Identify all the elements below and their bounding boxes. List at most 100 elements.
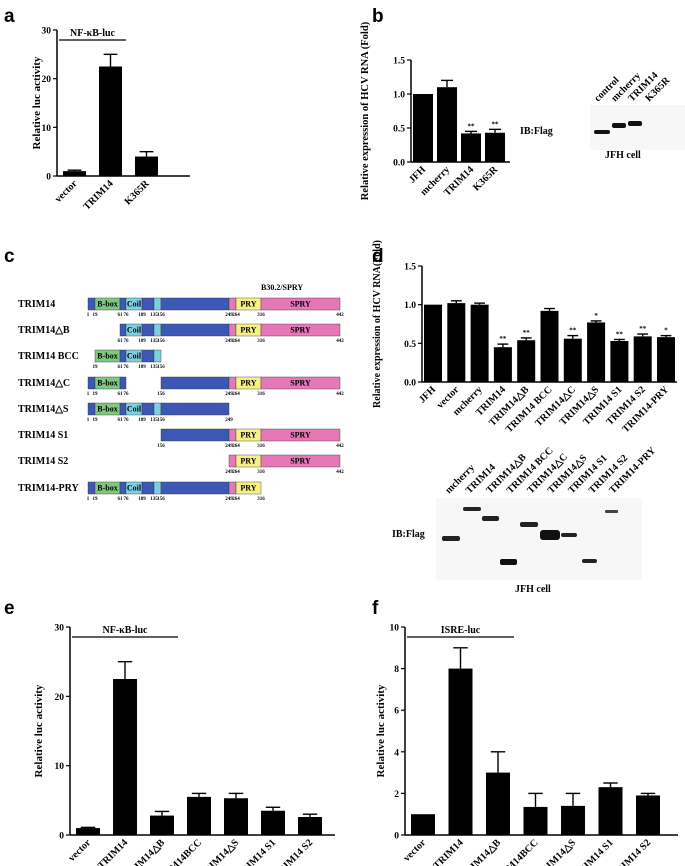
- category-label: vector: [66, 837, 93, 864]
- residue-position: 1: [87, 313, 90, 318]
- domain-l-segment: [119, 297, 127, 311]
- bar-1: [113, 679, 137, 835]
- residue-position: 76: [124, 392, 130, 397]
- domain-map-header: B30.2/SPRY: [261, 283, 303, 292]
- bracket-label: ISRE-luc: [441, 625, 481, 636]
- residue-position: 442: [336, 313, 344, 318]
- blot-d-band-dC: [520, 522, 538, 527]
- y-tick-label: 1.0: [404, 301, 416, 311]
- domain-pry-label: PRY: [240, 326, 256, 335]
- significance-mark: **: [499, 335, 507, 343]
- domain-pk-segment: [228, 297, 237, 311]
- y-tick-label: 0.0: [393, 159, 405, 169]
- blot-d-band-trim14: [463, 507, 481, 511]
- category-label: TRIM14 S1: [235, 837, 278, 866]
- residue-position: 109: [138, 497, 146, 502]
- category-label: TRIM14: [96, 837, 130, 866]
- bar-6: [298, 816, 322, 835]
- y-tick-label: 30: [42, 27, 52, 37]
- domain-bbox-label: B-box: [97, 300, 117, 309]
- domain-pk-segment: [228, 481, 237, 495]
- blot-b-band-k365r: [628, 121, 642, 126]
- domain-coil-label: Coil: [127, 326, 142, 335]
- bar-8: [610, 341, 629, 382]
- construct-name: TRIM14-PRY: [18, 483, 80, 494]
- y-axis-label: Relative luc activity: [375, 684, 387, 777]
- bar-0: [76, 828, 100, 835]
- y-tick-label: 4: [394, 748, 399, 758]
- y-tick-label: 1.5: [404, 263, 416, 273]
- domain-l-segment: [119, 349, 127, 363]
- y-tick-label: 20: [42, 75, 52, 85]
- blot-d-band-pry: [605, 510, 618, 513]
- bar-10: [657, 337, 675, 382]
- domain-spry-label: SPRY: [290, 457, 311, 466]
- domain-l-segment: [141, 481, 155, 495]
- residue-position: 61: [118, 313, 124, 318]
- residue-position: 156: [157, 497, 165, 502]
- domain-pry-label: PRY: [240, 379, 256, 388]
- domain-bbox-label: B-box: [97, 405, 117, 414]
- bar-4: [561, 805, 585, 835]
- y-tick-label: 0: [46, 173, 51, 183]
- y-tick-label: 1.5: [393, 57, 405, 67]
- domain-bbox-label: B-box: [97, 484, 117, 493]
- residue-position: 264: [232, 339, 240, 344]
- domain-l-segment: [160, 481, 230, 495]
- domain-pk-segment: [228, 376, 237, 390]
- y-tick-label: 10: [42, 124, 52, 134]
- domain-l-segment: [119, 402, 127, 416]
- bar-3: [493, 347, 512, 382]
- residue-position: 19: [93, 497, 99, 502]
- domain-spry-segment: [260, 454, 341, 468]
- residue-position: 61: [118, 418, 124, 423]
- significance-mark: *: [594, 312, 598, 320]
- bar-5: [261, 810, 285, 835]
- domain-l-segment: [87, 481, 96, 495]
- residue-position: 316: [257, 392, 265, 397]
- residue-position: 61: [118, 339, 124, 344]
- residue-position: 442: [336, 392, 344, 397]
- bar-2: [135, 156, 158, 176]
- domain-l-segment: [141, 349, 155, 363]
- domain-pry-segment: [235, 481, 262, 495]
- domain-bbox-label: B-box: [97, 352, 117, 361]
- y-tick-label: 1.0: [393, 91, 405, 101]
- domain-coil-label: Coil: [127, 484, 142, 493]
- residue-position: 264: [232, 470, 240, 475]
- category-label: K365R: [123, 178, 153, 208]
- bar-1: [448, 668, 473, 835]
- domain-l-segment: [87, 297, 96, 311]
- domain-spry-label: SPRY: [290, 431, 311, 440]
- domain-l-segment: [160, 297, 230, 311]
- bar-5: [598, 787, 623, 835]
- chart-d: 0.0 0.5 1.0 1.5 Relative expression of HCV R…: [372, 240, 677, 435]
- y-tick-label: 10: [55, 762, 65, 772]
- residue-position: 249: [225, 497, 233, 502]
- y-tick-label: 6: [394, 707, 399, 717]
- domain-l-segment: [119, 481, 127, 495]
- bar-2: [461, 133, 481, 162]
- residue-position: 249: [225, 470, 233, 475]
- category-label: TRIM14△S: [535, 837, 579, 866]
- residue-position: 442: [336, 470, 344, 475]
- residue-position: 442: [336, 339, 344, 344]
- domain-coil-label: Coil: [127, 405, 142, 414]
- chart-a: 0 10 20 30 Relative luc activity vector TRIM14…: [31, 27, 190, 212]
- residue-position: 19: [93, 418, 99, 423]
- domain-pk-segment: [228, 428, 237, 442]
- panel-label-e: e: [4, 598, 15, 619]
- construct-name: TRIM14△S: [18, 404, 69, 415]
- residue-position: 316: [257, 339, 265, 344]
- residue-position: 156: [157, 392, 165, 397]
- domain-l-segment: [87, 402, 96, 416]
- domain-pk-segment: [228, 323, 237, 337]
- domain-l-segment: [87, 376, 96, 390]
- construct-name: TRIM14: [18, 299, 55, 310]
- domain-pry-label: PRY: [240, 431, 256, 440]
- significance-mark: **: [569, 327, 577, 335]
